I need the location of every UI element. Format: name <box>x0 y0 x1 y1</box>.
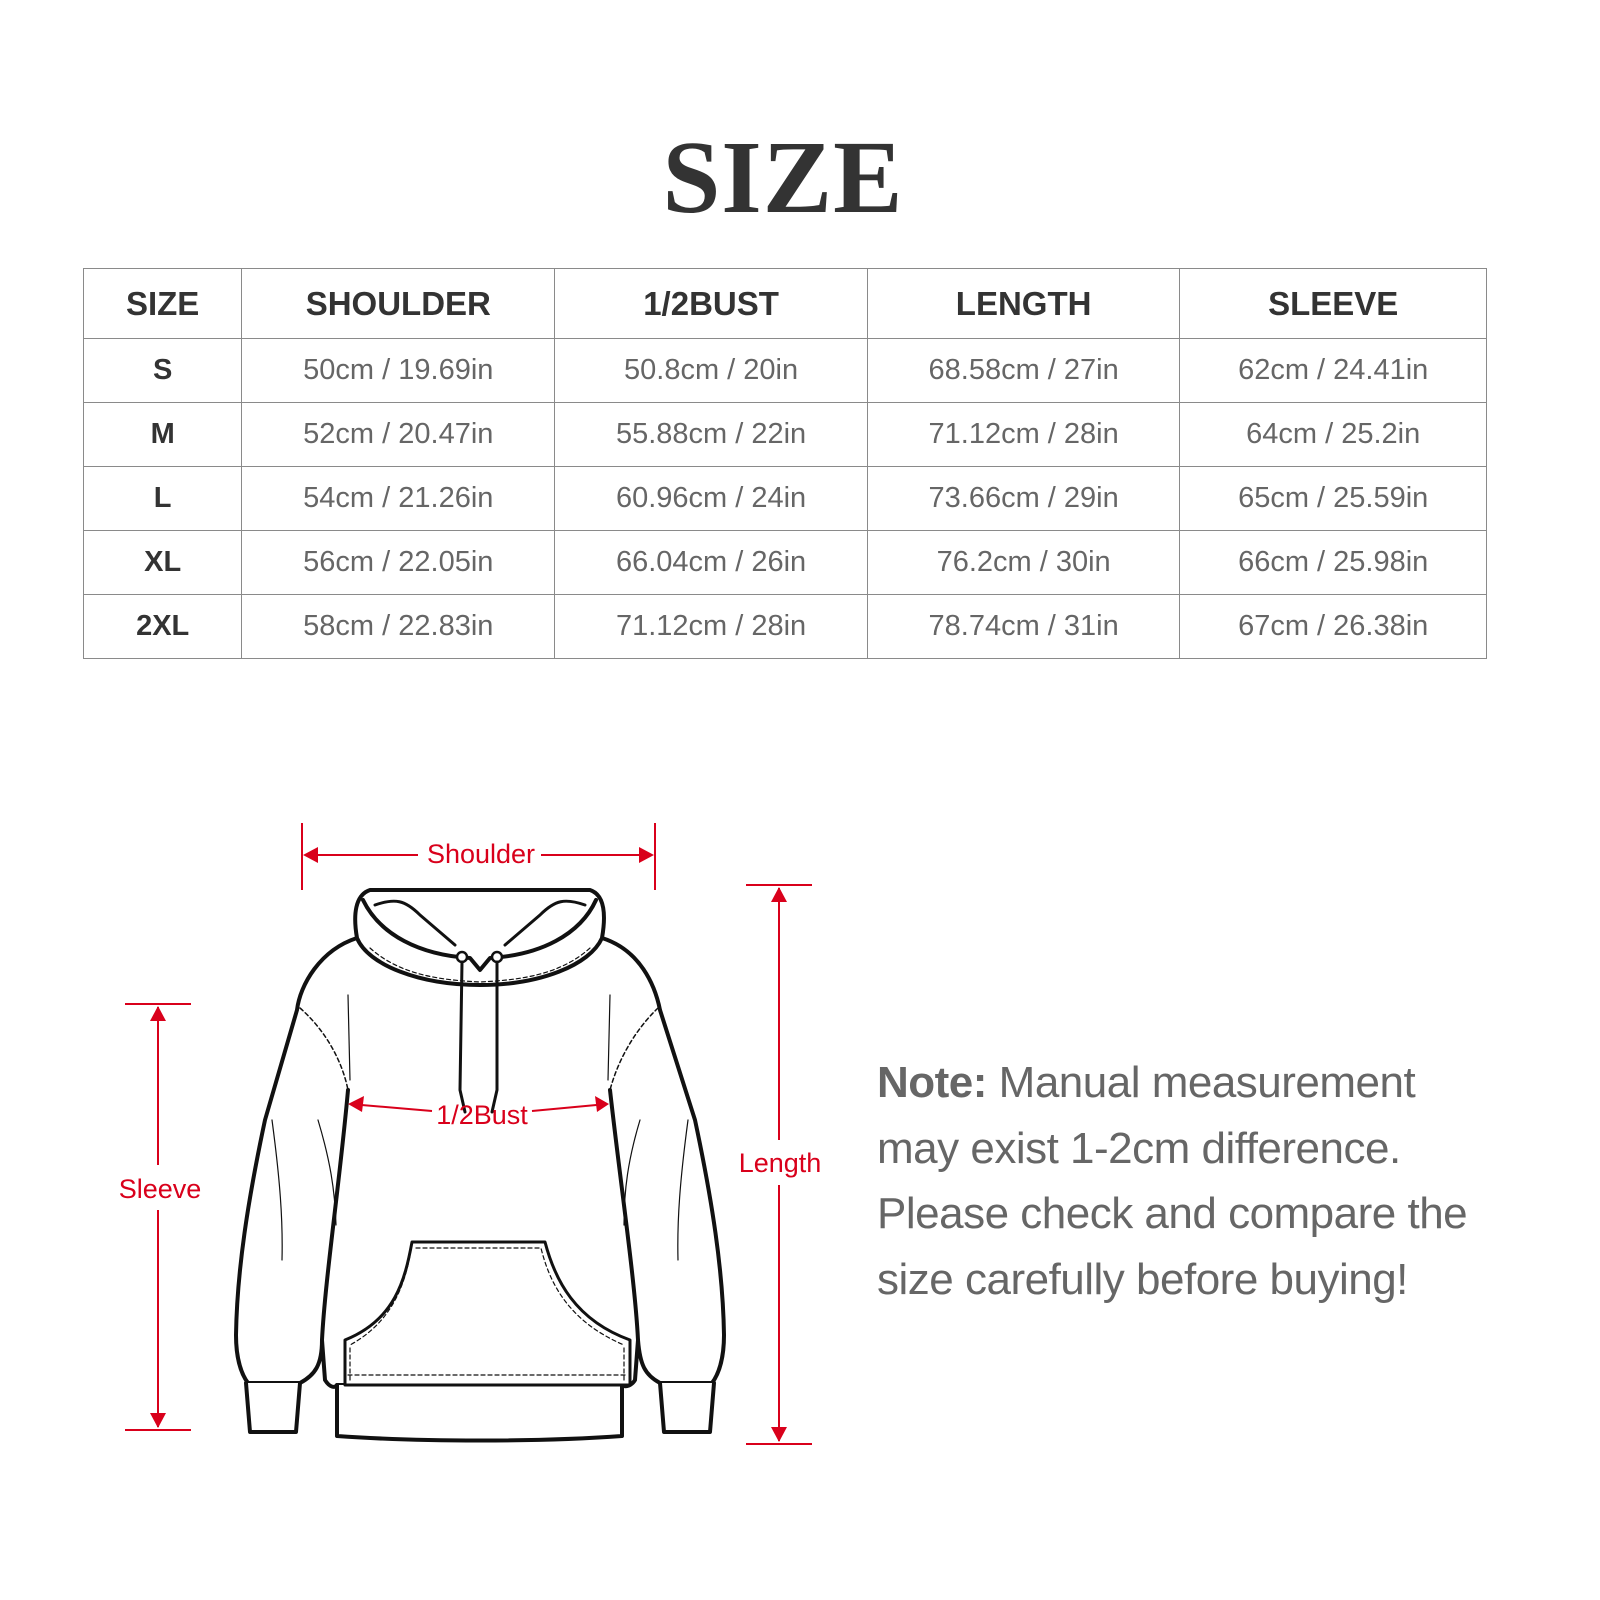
column-header: SLEEVE <box>1179 268 1487 339</box>
bust-arrow-left <box>349 1103 433 1112</box>
bust-label: 1/2Bust <box>436 1100 528 1130</box>
size-cell: L <box>82 466 243 531</box>
table-row: L 54cm / 21.26in 60.96cm / 24in 73.66cm / 2… <box>82 466 1487 531</box>
note-text: Manual measurement may exist 1-2cm diffe… <box>877 1058 1468 1304</box>
shoulder-label: Shoulder <box>427 839 535 869</box>
measurement-cell: 58cm / 22.83in <box>241 594 556 659</box>
measurement-cell: 76.2cm / 30in <box>866 530 1181 595</box>
measurement-cell: 56cm / 22.05in <box>241 530 556 595</box>
measurement-cell: 62cm / 24.41in <box>1179 338 1487 403</box>
measurement-cell: 60.96cm / 24in <box>554 466 868 531</box>
measurement-cell: 67cm / 26.38in <box>1179 594 1487 659</box>
measurement-note: Note: Manual measurement may exist 1-2cm… <box>877 1050 1497 1312</box>
measurement-cell: 55.88cm / 22in <box>554 402 868 467</box>
measurement-arrows <box>125 823 812 1445</box>
table-header-row: SIZE SHOULDER 1/2BUST LENGTH SLEEVE <box>82 268 1487 339</box>
measurement-cell: 64cm / 25.2in <box>1179 402 1487 467</box>
column-header: LENGTH <box>866 268 1181 339</box>
measurement-cell: 66.04cm / 26in <box>554 530 868 595</box>
measurement-cell: 78.74cm / 31in <box>866 594 1181 659</box>
sleeve-label: Sleeve <box>119 1174 202 1204</box>
page-title: SIZE <box>662 120 904 235</box>
measurement-cell: 66cm / 25.98in <box>1179 530 1487 595</box>
size-cell: M <box>82 402 243 467</box>
table-row: 2XL 58cm / 22.83in 71.12cm / 28in 78.74cm /… <box>82 594 1487 659</box>
length-label: Length <box>739 1148 822 1178</box>
measurement-cell: 50.8cm / 20in <box>554 338 868 403</box>
measurement-cell: 52cm / 20.47in <box>241 402 556 467</box>
measurement-cell: 73.66cm / 29in <box>866 466 1181 531</box>
bust-arrow-right <box>531 1103 608 1112</box>
table-row: XL 56cm / 22.05in 66.04cm / 26in 76.2cm / 3… <box>82 530 1487 595</box>
hoodie-illustration <box>234 888 726 1443</box>
note-label: Note: <box>877 1058 987 1107</box>
measurement-cell: 71.12cm / 28in <box>866 402 1181 467</box>
size-table: SIZE SHOULDER 1/2BUST LENGTH SLEEVE S 50c… <box>82 268 1487 659</box>
size-cell: S <box>82 338 243 403</box>
size-cell: 2XL <box>82 594 243 659</box>
measurement-cell: 65cm / 25.59in <box>1179 466 1487 531</box>
measurement-cell: 54cm / 21.26in <box>241 466 556 531</box>
measurement-cell: 50cm / 19.69in <box>241 338 556 403</box>
column-header: SIZE <box>82 268 243 339</box>
table-row: S 50cm / 19.69in 50.8cm / 20in 68.58cm / 27… <box>82 338 1487 403</box>
column-header: 1/2BUST <box>554 268 868 339</box>
measurement-cell: 71.12cm / 28in <box>554 594 868 659</box>
table-row: M 52cm / 20.47in 55.88cm / 22in 71.12cm / 2… <box>82 402 1487 467</box>
